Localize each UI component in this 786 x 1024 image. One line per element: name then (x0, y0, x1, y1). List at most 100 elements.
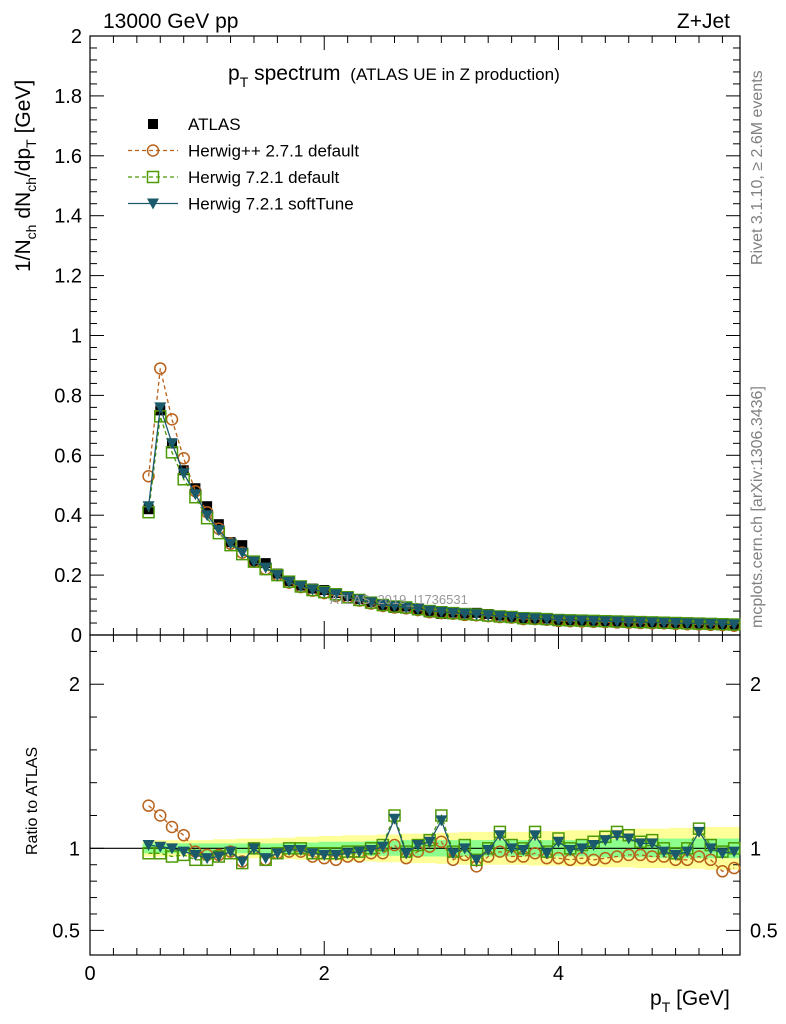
ratio-point-herwig-softtune (493, 830, 506, 842)
point-herwigpp (142, 470, 155, 483)
point-herwig-softtune (154, 402, 167, 414)
ratio-ytick-label-right: 2 (750, 674, 761, 696)
point-herwig-softtune (259, 562, 272, 574)
point-herwigpp (154, 362, 167, 375)
main-ytick-label: 1.4 (54, 206, 82, 228)
ratio-point-herwig-softtune (599, 835, 612, 847)
point-herwig-softtune (728, 619, 741, 631)
point-herwig-softtune (611, 616, 624, 628)
ratio-point-herwig-softtune (587, 840, 600, 852)
point-herwig-softtune (657, 617, 670, 629)
ratio-point-herwig-softtune (470, 854, 483, 866)
ratio-point-herwig-softtune (517, 844, 530, 856)
ratio-point-herwig-softtune (388, 813, 401, 825)
ratio-point-herwig-softtune (259, 853, 272, 865)
point-atlas (213, 519, 224, 530)
ratio-point-herwig-softtune (693, 826, 706, 838)
header-right: Z+Jet (677, 10, 730, 33)
ratio-ytick-label: 2 (69, 674, 80, 696)
point-herwig-softtune (505, 612, 518, 624)
ratio-point-herwig-softtune (435, 815, 448, 827)
main-ytick-label: 0.8 (54, 385, 82, 407)
point-herwig-softtune (236, 547, 249, 559)
ratio-point-herwig-softtune (294, 844, 307, 856)
ratio-ytick-label: 1 (69, 838, 80, 860)
ratio-xtick-label: 2 (319, 963, 330, 985)
ratio-point-herwig-softtune (611, 830, 624, 842)
point-herwig-softtune (283, 576, 296, 588)
ratio-point-herwig-softtune (165, 843, 178, 855)
ratio-point-herwig-softtune (634, 838, 647, 850)
legend-marker-herwigpp (146, 144, 160, 157)
point-herwig-softtune (575, 615, 588, 627)
ratio-line-herwigpp (148, 805, 735, 873)
ratio-point-herwig-softtune (411, 840, 424, 852)
point-herwig-softtune (470, 609, 483, 621)
main-panel: 0 0.2 0.4 0.6 0.8 1 1.2 1.4 1.6 1.8 2 (54, 26, 741, 647)
point-herwig-softtune (294, 581, 307, 593)
point-herwig-softtune (142, 501, 155, 513)
ratio-point-herwig-softtune (318, 849, 331, 861)
point-herwig-softtune (669, 618, 682, 630)
ratio-point-herwig-softtune (306, 848, 319, 860)
ratio-point-herwig-softtune (189, 849, 202, 861)
point-herwig-softtune (716, 619, 729, 631)
ratio-ytick-label-right: 1 (750, 838, 761, 860)
point-herwig-softtune (201, 510, 214, 522)
point-herwig-softtune (247, 556, 260, 568)
analysis-watermark: ATLAS_2019_I1736531 (330, 592, 468, 607)
ratio-axis-label: Ratio to ATLAS (24, 747, 41, 855)
point-herwig-softtune (622, 616, 635, 628)
ratio-ytick-label: 0.5 (52, 920, 80, 942)
main-ytick-label: 1.2 (54, 266, 82, 288)
ratio-point-herwig-softtune (646, 838, 659, 850)
ratio-point-herwig-softtune (142, 840, 155, 852)
point-herwig-softtune (189, 489, 202, 501)
point-herwig-softtune (423, 605, 436, 617)
main-ytick-label: 1.6 (54, 146, 82, 168)
ratio-point-herwigpp (599, 851, 612, 865)
ratio-point-herwig-softtune (177, 846, 190, 858)
ratio-point-herwigpp (610, 850, 624, 863)
point-herwig-softtune (681, 618, 694, 630)
main-ytick-label: 0 (71, 625, 82, 647)
main-ytick-label: 0.2 (54, 565, 82, 587)
point-herwig-softtune (365, 597, 378, 609)
legend-marker-herwig-softtune (147, 198, 159, 210)
legend: ATLAS Herwig++ 2.7.1 default Herwig 7.2.1 … (128, 115, 359, 214)
point-herwig-softtune (411, 603, 424, 615)
ratio-point-herwig-softtune (540, 848, 553, 860)
main-ytick-label: 0.4 (54, 505, 82, 527)
main-ytick-label: 1.8 (54, 86, 82, 108)
ratio-point-herwig-softtune (341, 848, 354, 860)
point-herwig-softtune (271, 570, 284, 582)
point-herwig-softtune (704, 618, 717, 630)
ratio-point-herwig-softtune (505, 843, 518, 855)
point-herwig-softtune (165, 438, 178, 450)
point-herwig-softtune (599, 616, 612, 628)
point-herwig-softtune (646, 617, 659, 629)
ratio-panel: 0 2 4 0.5 0.5 1 1 2 2 (52, 634, 778, 985)
ratio-point-herwig-softtune (271, 848, 284, 860)
point-herwig-softtune (376, 599, 389, 611)
main-ytick-label: 2 (71, 26, 82, 48)
ratio-xtick-label: 0 (84, 963, 95, 985)
plot-title: pT spectrum (ATLAS UE in Z production) (228, 62, 560, 90)
series-line-herwigpp (147, 368, 735, 627)
point-herwig-softtune (388, 601, 401, 613)
ratio-point-herwigpp (692, 850, 706, 863)
ratio-point-herwig-softtune (201, 853, 214, 865)
legend-marker-herwig-default (146, 170, 160, 184)
ratio-point-herwig-softtune (552, 836, 565, 848)
point-atlas (237, 540, 248, 551)
ratio-point-herwig-softtune (400, 848, 413, 860)
ratio-ytick-label-right: 0.5 (750, 920, 778, 942)
legend-label-herwigpp: Herwig++ 2.7.1 default (188, 142, 359, 161)
ratio-point-herwig-softtune (212, 851, 225, 863)
point-herwigpp (165, 413, 179, 426)
point-herwig-softtune (212, 525, 225, 537)
point-herwig-softtune (329, 589, 342, 601)
ratio-point-herwig-softtune (236, 856, 249, 868)
ratio-point-herwigpp (587, 853, 600, 867)
